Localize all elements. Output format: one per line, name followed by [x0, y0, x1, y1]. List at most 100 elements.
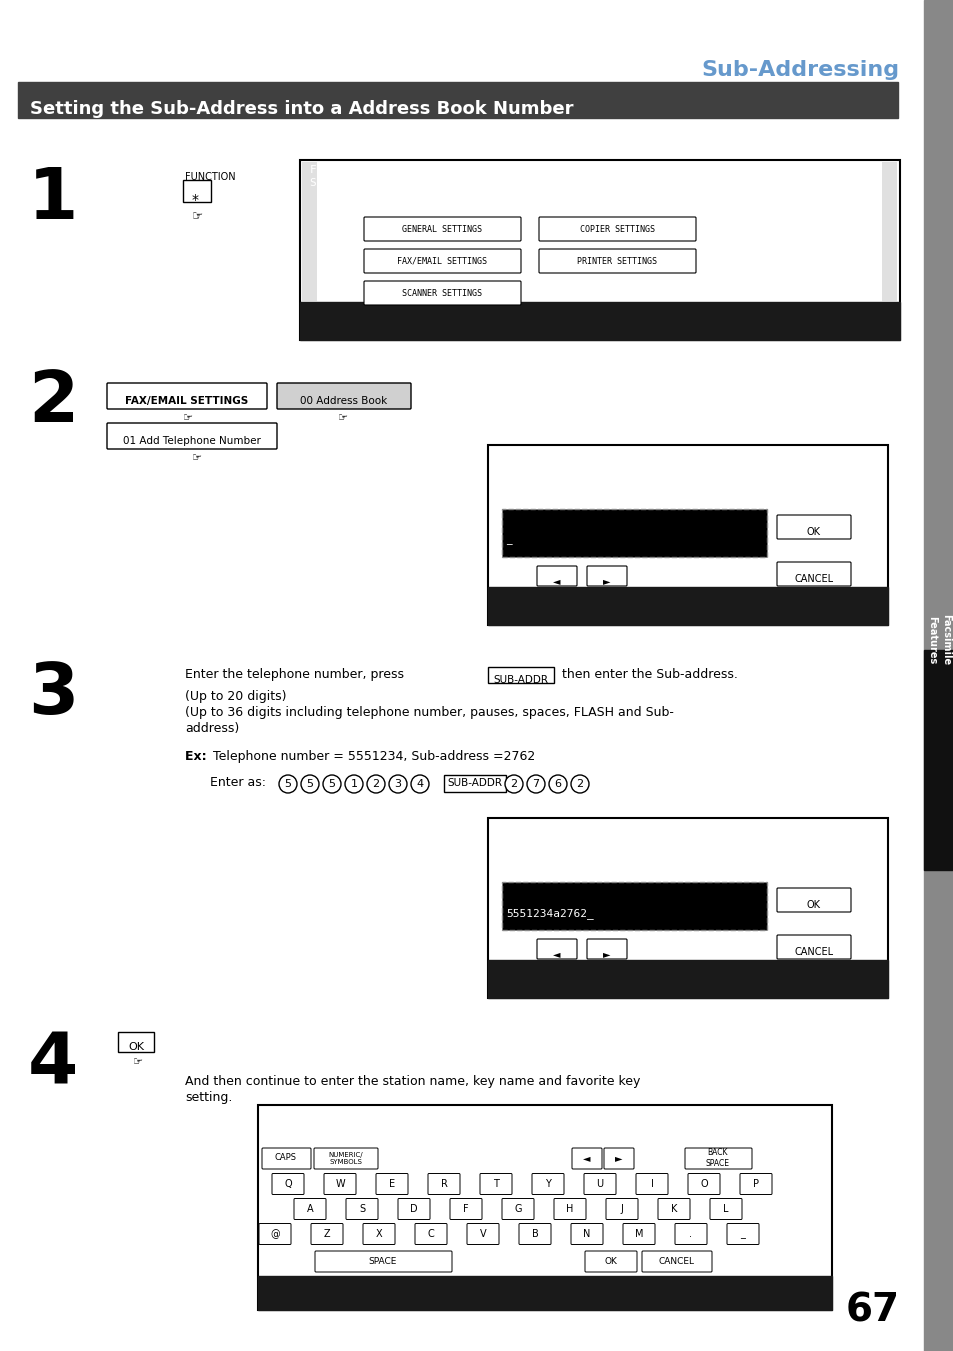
- Bar: [488, 817, 887, 998]
- FancyBboxPatch shape: [603, 1148, 634, 1169]
- Circle shape: [504, 775, 522, 793]
- FancyBboxPatch shape: [554, 1198, 585, 1220]
- Text: 3: 3: [28, 661, 78, 730]
- Text: OK: OK: [128, 1042, 144, 1052]
- FancyBboxPatch shape: [571, 1224, 602, 1244]
- Bar: [257, 1275, 831, 1310]
- Text: Enter name: Enter name: [266, 1121, 328, 1132]
- FancyBboxPatch shape: [415, 1224, 447, 1244]
- Circle shape: [367, 775, 385, 793]
- Text: 4: 4: [28, 1029, 78, 1098]
- Text: then enter the Sub-address.: then enter the Sub-address.: [558, 667, 737, 681]
- Text: 2: 2: [372, 780, 379, 789]
- Circle shape: [301, 775, 318, 793]
- Text: 1: 1: [350, 780, 357, 789]
- Bar: [118, 1032, 153, 1052]
- Text: M: M: [634, 1229, 642, 1239]
- Text: Add Telephone Number: Add Telephone Number: [266, 1109, 391, 1119]
- FancyBboxPatch shape: [346, 1198, 377, 1220]
- FancyBboxPatch shape: [776, 935, 850, 959]
- Text: 01 Add Telephone Number: 01 Add Telephone Number: [123, 436, 261, 446]
- FancyBboxPatch shape: [314, 1251, 452, 1273]
- Text: O: O: [700, 1179, 707, 1189]
- FancyBboxPatch shape: [641, 1251, 711, 1273]
- FancyBboxPatch shape: [636, 1174, 667, 1194]
- FancyBboxPatch shape: [294, 1198, 326, 1220]
- Text: ◄: ◄: [553, 948, 560, 959]
- Circle shape: [345, 775, 363, 793]
- Text: GENERAL SETTINGS: GENERAL SETTINGS: [402, 224, 482, 234]
- FancyBboxPatch shape: [364, 249, 520, 273]
- Text: Function mode: Function mode: [310, 165, 397, 176]
- Text: Enter the telephone number, press: Enter the telephone number, press: [185, 667, 408, 681]
- FancyBboxPatch shape: [684, 1148, 751, 1169]
- Text: T: T: [493, 1179, 498, 1189]
- FancyBboxPatch shape: [538, 218, 696, 240]
- Text: setting.: setting.: [185, 1092, 233, 1104]
- FancyBboxPatch shape: [586, 939, 626, 959]
- FancyBboxPatch shape: [584, 1251, 637, 1273]
- Bar: [923, 0, 953, 1351]
- Text: 5: 5: [284, 780, 292, 789]
- Text: Sub-Addressing: Sub-Addressing: [701, 59, 899, 80]
- FancyBboxPatch shape: [583, 1174, 616, 1194]
- Text: Add Telephone Number: Add Telephone Number: [496, 821, 620, 832]
- Bar: [302, 162, 316, 303]
- FancyBboxPatch shape: [687, 1174, 720, 1194]
- Text: FAX/EMAIL SETTINGS: FAX/EMAIL SETTINGS: [125, 396, 249, 407]
- Circle shape: [548, 775, 566, 793]
- Text: C: C: [427, 1229, 434, 1239]
- Bar: [299, 303, 899, 340]
- Text: 3: 3: [395, 780, 401, 789]
- Text: NUMERIC/
SYMBOLS: NUMERIC/ SYMBOLS: [329, 1151, 363, 1165]
- Bar: [488, 586, 887, 626]
- Text: R: R: [440, 1179, 447, 1189]
- Text: BACK
SPACE: BACK SPACE: [705, 1148, 729, 1167]
- Text: Enter number: Enter number: [496, 463, 571, 473]
- Text: .: .: [689, 1229, 692, 1239]
- Text: 7: 7: [532, 780, 539, 789]
- FancyBboxPatch shape: [622, 1224, 655, 1244]
- Circle shape: [278, 775, 296, 793]
- Text: V: V: [479, 1229, 486, 1239]
- FancyBboxPatch shape: [572, 1148, 601, 1169]
- Text: Facsimile
Features: Facsimile Features: [926, 615, 950, 666]
- Text: N: N: [582, 1229, 590, 1239]
- Text: ☞: ☞: [192, 209, 203, 223]
- Text: SUB-ADDR: SUB-ADDR: [493, 676, 548, 685]
- Bar: [923, 650, 953, 870]
- Text: S: S: [358, 1204, 365, 1215]
- Text: 5551234a2762_: 5551234a2762_: [505, 908, 593, 919]
- Bar: [299, 159, 899, 340]
- FancyBboxPatch shape: [776, 515, 850, 539]
- Text: And then continue to enter the station name, key name and favorite key: And then continue to enter the station n…: [185, 1075, 639, 1088]
- Text: 2: 2: [576, 780, 583, 789]
- Text: SUB-ADDR: SUB-ADDR: [447, 778, 502, 788]
- FancyBboxPatch shape: [605, 1198, 638, 1220]
- FancyBboxPatch shape: [675, 1224, 706, 1244]
- FancyBboxPatch shape: [428, 1174, 459, 1194]
- Text: Y: Y: [544, 1179, 551, 1189]
- Text: 00 Address Book: 00 Address Book: [300, 396, 387, 407]
- Text: (Up to 36 digits including telephone number, pauses, spaces, FLASH and Sub-: (Up to 36 digits including telephone num…: [185, 707, 673, 719]
- Text: ◄: ◄: [582, 1152, 590, 1163]
- Bar: [882, 162, 896, 303]
- Text: Enter as:: Enter as:: [210, 775, 270, 789]
- Text: FUNCTION: FUNCTION: [185, 172, 235, 182]
- Text: Add Telephone Number: Add Telephone Number: [496, 449, 620, 459]
- FancyBboxPatch shape: [364, 218, 520, 240]
- FancyBboxPatch shape: [258, 1224, 291, 1244]
- Text: address): address): [185, 721, 239, 735]
- Bar: [257, 1105, 831, 1310]
- Bar: [183, 180, 211, 203]
- Text: SCANNER SETTINGS: SCANNER SETTINGS: [402, 289, 482, 297]
- Text: I: I: [650, 1179, 653, 1189]
- FancyBboxPatch shape: [375, 1174, 408, 1194]
- Text: CANCEL: CANCEL: [794, 947, 833, 957]
- Circle shape: [389, 775, 407, 793]
- FancyBboxPatch shape: [364, 281, 520, 305]
- Bar: [18, 82, 897, 118]
- Text: @: @: [270, 1229, 279, 1239]
- Text: Telephone number = 5551234, Sub-address =2762: Telephone number = 5551234, Sub-address …: [213, 750, 535, 763]
- FancyBboxPatch shape: [107, 382, 267, 409]
